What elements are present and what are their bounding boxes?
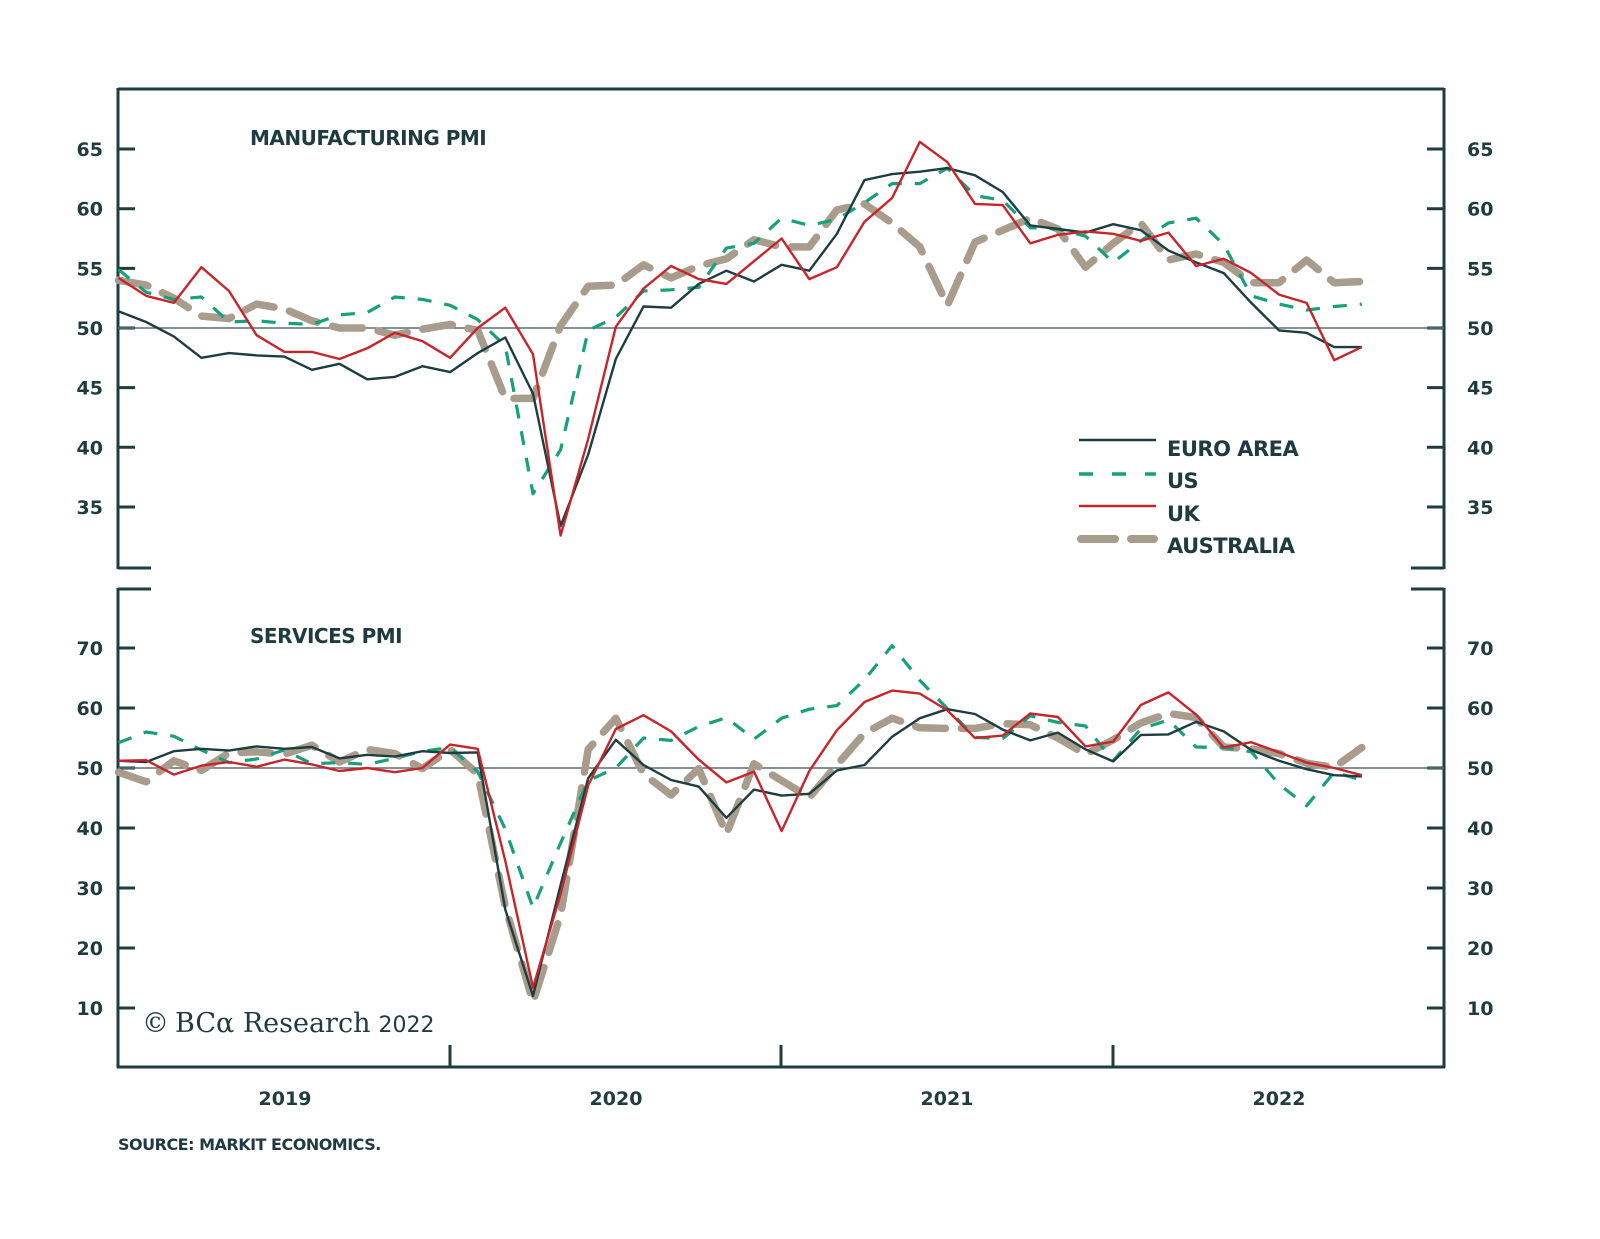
services-y-tick-label-right-30: 30 <box>1467 878 1493 900</box>
manufacturing-series-us <box>117 166 1362 496</box>
legend-label-australia: AUSTRALIA <box>1167 534 1296 558</box>
manufacturing-y-tick-label-right-65: 65 <box>1467 139 1493 161</box>
copyright-year: 2022 <box>378 1013 434 1038</box>
services-y-tick-label-left-60: 60 <box>77 698 103 720</box>
services-y-tick-label-left-70: 70 <box>77 638 103 660</box>
year-label-2019: 2019 <box>259 1088 312 1110</box>
services-series <box>114 643 1366 1006</box>
services-y-tick-label-right-60: 60 <box>1467 698 1493 720</box>
services-series-euro-area <box>118 708 1362 998</box>
manufacturing-series-australia <box>114 200 1366 403</box>
manufacturing-y-tick-label-left-65: 65 <box>77 139 103 161</box>
services-y-tick-label-right-70: 70 <box>1467 638 1493 660</box>
manufacturing-y-tick-label-left-60: 60 <box>77 199 103 221</box>
manufacturing-y-tick-label-right-40: 40 <box>1467 437 1493 459</box>
manufacturing-series <box>114 140 1366 537</box>
manufacturing-y-tick-label-right-35: 35 <box>1467 497 1493 519</box>
services-y-tick-label-right-50: 50 <box>1467 758 1493 780</box>
manufacturing-title: MANUFACTURING PMI <box>250 126 486 150</box>
year-label-2021: 2021 <box>921 1088 974 1110</box>
legend-label-euro-area: EURO AREA <box>1167 437 1299 461</box>
services-y-tick-label-right-40: 40 <box>1467 818 1493 840</box>
services-y-tick-label-left-50: 50 <box>77 758 103 780</box>
services-series-uk <box>118 689 1363 989</box>
services-y-tick-label-left-30: 30 <box>77 878 103 900</box>
watermark: © BCα Research 2022 <box>142 1008 434 1039</box>
legend-label-us: US <box>1167 469 1198 493</box>
services-y-axis: 10 10 20 20 30 30 40 40 50 50 60 60 70 70 <box>77 638 1494 1020</box>
copyright-symbol: © <box>142 1008 169 1039</box>
manufacturing-y-tick-label-left-45: 45 <box>77 378 103 400</box>
services-series-us <box>117 643 1363 910</box>
copyright-brand: © BCα Research 2022 <box>142 1008 434 1039</box>
services-title: SERVICES PMI <box>250 624 402 648</box>
legend: EURO AREA US UK AUSTRALIA <box>1077 437 1300 558</box>
manufacturing-series-uk <box>117 140 1363 537</box>
manufacturing-y-tick-label-left-50: 50 <box>77 318 103 340</box>
services-series-australia <box>114 709 1366 1006</box>
manufacturing-y-tick-label-left-40: 40 <box>77 437 103 459</box>
services-y-tick-label-left-40: 40 <box>77 818 103 840</box>
services-y-tick-label-left-20: 20 <box>77 938 103 960</box>
source-note: SOURCE: MARKIT ECONOMICS. <box>118 1135 381 1154</box>
brand-name: BCα Research <box>175 1008 370 1039</box>
services-y-tick-label-right-20: 20 <box>1467 938 1493 960</box>
legend-label-uk: UK <box>1167 502 1201 526</box>
manufacturing-y-tick-label-right-60: 60 <box>1467 199 1493 221</box>
manufacturing-y-tick-label-right-50: 50 <box>1467 318 1493 340</box>
services-y-tick-label-right-10: 10 <box>1467 998 1493 1020</box>
manufacturing-series-euro-area <box>118 166 1362 528</box>
year-label-2020: 2020 <box>590 1088 643 1110</box>
manufacturing-y-tick-label-left-35: 35 <box>77 497 103 519</box>
manufacturing-y-tick-label-left-55: 55 <box>77 258 103 280</box>
year-label-2022: 2022 <box>1253 1088 1306 1110</box>
services-y-tick-label-left-10: 10 <box>77 998 103 1020</box>
manufacturing-y-axis: 35 35 40 40 45 45 50 50 55 55 60 60 65 65 <box>77 139 1494 519</box>
manufacturing-y-tick-label-right-45: 45 <box>1467 378 1493 400</box>
manufacturing-y-tick-label-right-55: 55 <box>1467 258 1493 280</box>
